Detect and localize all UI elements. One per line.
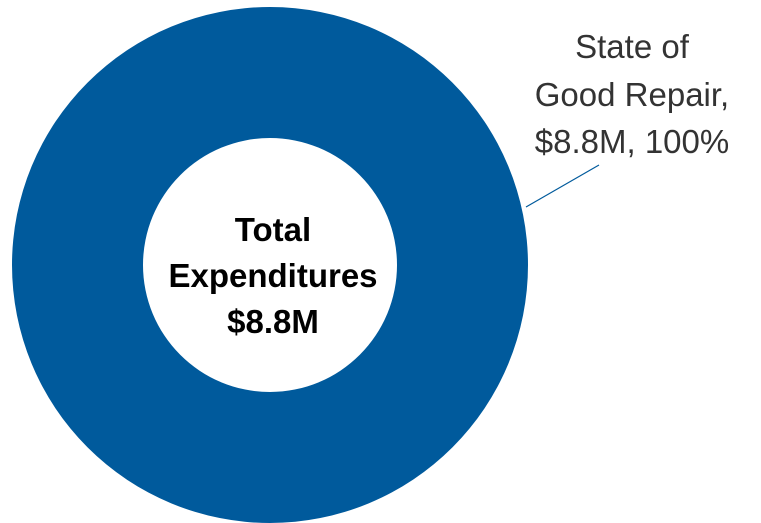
center-label-line-2: Expenditures: [168, 257, 377, 294]
center-label-line-1: Total: [235, 211, 311, 248]
slice-label-line-3: $8.8M, 100%: [535, 123, 729, 160]
slice-label-line-1: State of: [575, 28, 690, 65]
callout-leader-line: [525, 164, 600, 208]
slices-group: [12, 7, 528, 523]
center-label-line-3: $8.8M: [227, 303, 319, 340]
center-label: Total Expenditures $8.8M: [168, 211, 377, 340]
slice-state-of-good-repair: [12, 7, 528, 523]
slice-label-state-of-good-repair: State of Good Repair, $8.8M, 100%: [535, 28, 729, 160]
slice-label-line-2: Good Repair,: [535, 76, 729, 113]
